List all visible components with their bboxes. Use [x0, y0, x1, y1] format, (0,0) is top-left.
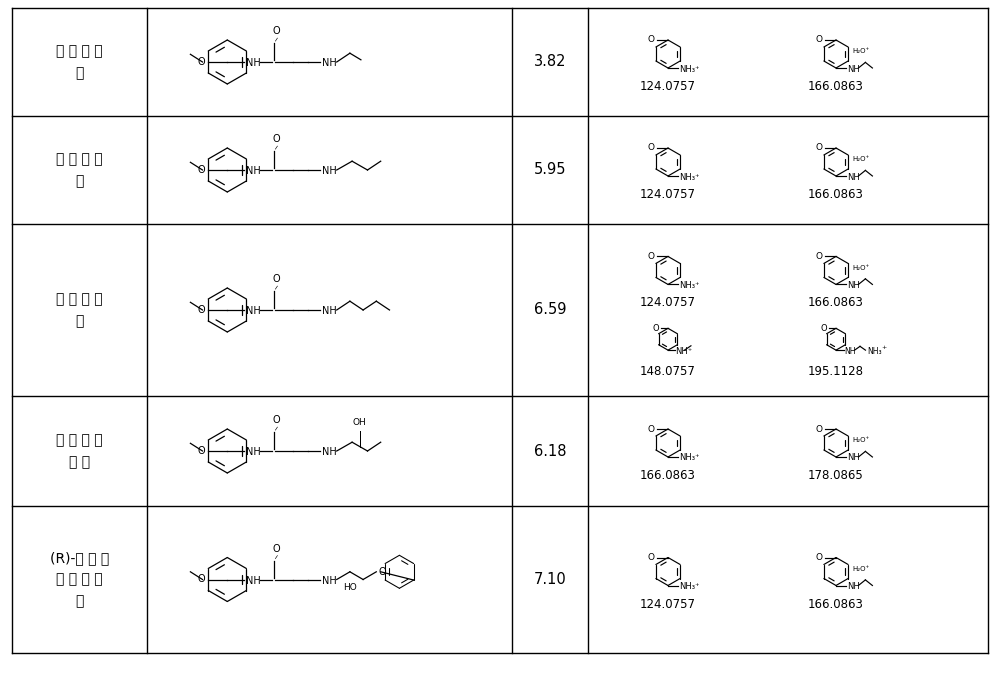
- Text: 178.0865: 178.0865: [808, 469, 864, 482]
- Text: 5.95: 5.95: [534, 162, 566, 178]
- Text: O: O: [648, 553, 655, 562]
- Text: NH: NH: [246, 306, 261, 316]
- Text: NH: NH: [847, 172, 860, 182]
- Text: NH: NH: [322, 306, 336, 316]
- Text: 166.0863: 166.0863: [808, 188, 864, 201]
- Text: H₂O⁺: H₂O⁺: [853, 437, 870, 444]
- Text: 124.0757: 124.0757: [640, 80, 696, 93]
- Text: (R)-苯 氧 甲
基 环 氧 乙
烷: (R)-苯 氧 甲 基 环 氧 乙 烷: [50, 551, 109, 608]
- Text: 6.59: 6.59: [534, 302, 566, 318]
- Text: 166.0863: 166.0863: [808, 598, 864, 610]
- Text: O: O: [273, 134, 280, 144]
- Text: O: O: [273, 415, 280, 425]
- Text: O: O: [198, 305, 206, 315]
- Text: NH: NH: [847, 65, 860, 73]
- Text: O: O: [816, 36, 823, 44]
- Text: NH: NH: [246, 58, 261, 68]
- Text: NH: NH: [845, 347, 856, 355]
- Text: O: O: [648, 143, 655, 153]
- Text: O: O: [816, 425, 823, 433]
- Text: O: O: [821, 324, 827, 333]
- Text: 124.0757: 124.0757: [640, 296, 696, 310]
- Text: NH₃⁺: NH₃⁺: [679, 582, 699, 591]
- Text: 195.1128: 195.1128: [808, 365, 864, 378]
- Text: NH: NH: [847, 582, 860, 591]
- Text: O: O: [816, 252, 823, 261]
- Text: O: O: [198, 575, 206, 584]
- Text: NH: NH: [246, 166, 261, 176]
- Text: 124.0757: 124.0757: [640, 598, 696, 610]
- Text: O: O: [273, 544, 280, 554]
- Text: 124.0757: 124.0757: [640, 188, 696, 201]
- Text: NH: NH: [847, 454, 860, 462]
- Text: H₂O⁺: H₂O⁺: [853, 264, 870, 271]
- Text: O: O: [198, 165, 206, 175]
- Text: NH: NH: [322, 58, 336, 68]
- Text: NH: NH: [246, 575, 261, 586]
- Text: 166.0863: 166.0863: [808, 80, 864, 93]
- Text: 7.10: 7.10: [534, 572, 566, 587]
- Text: OH: OH: [353, 418, 367, 427]
- Text: O: O: [648, 252, 655, 261]
- Text: 148.0757: 148.0757: [640, 365, 696, 378]
- Text: HO: HO: [343, 583, 357, 592]
- Text: O: O: [816, 143, 823, 153]
- Text: NH: NH: [322, 166, 336, 176]
- Text: O: O: [378, 567, 386, 577]
- Text: H₂O⁺: H₂O⁺: [853, 156, 870, 162]
- Text: 甲 磺 酸 丁
酯: 甲 磺 酸 丁 酯: [56, 292, 103, 328]
- Text: 甲 磺 酸 甲
酯: 甲 磺 酸 甲 酯: [56, 44, 103, 80]
- Text: NH: NH: [322, 575, 336, 586]
- Text: NH: NH: [847, 281, 860, 290]
- Text: +: +: [881, 345, 887, 350]
- Text: NH₃⁺: NH₃⁺: [679, 65, 699, 73]
- Text: NH: NH: [322, 447, 336, 457]
- Text: 166.0863: 166.0863: [640, 469, 696, 482]
- Text: NH₃: NH₃: [867, 347, 882, 355]
- Text: 166.0863: 166.0863: [808, 296, 864, 310]
- Text: 甲 基 环 氧
丙 烷: 甲 基 环 氧 丙 烷: [56, 433, 103, 469]
- Text: O: O: [273, 26, 280, 36]
- Text: H₂O⁺: H₂O⁺: [853, 48, 870, 55]
- Text: NH₃⁺: NH₃⁺: [679, 172, 699, 182]
- Text: O: O: [198, 446, 206, 456]
- Text: O: O: [273, 274, 280, 284]
- Text: 3.82: 3.82: [534, 55, 566, 69]
- Text: O: O: [198, 57, 206, 67]
- Text: 6.18: 6.18: [534, 444, 566, 458]
- Text: H₂O⁺: H₂O⁺: [853, 566, 870, 571]
- Text: NH⁺: NH⁺: [676, 347, 693, 355]
- Text: NH₃⁺: NH₃⁺: [679, 281, 699, 290]
- Text: 甲 磺 酸 乙
酯: 甲 磺 酸 乙 酯: [56, 152, 103, 188]
- Text: O: O: [648, 425, 655, 433]
- Text: NH: NH: [246, 447, 261, 457]
- Text: NH₃⁺: NH₃⁺: [679, 454, 699, 462]
- Text: O: O: [648, 36, 655, 44]
- Text: O: O: [653, 324, 659, 333]
- Text: O: O: [816, 553, 823, 562]
